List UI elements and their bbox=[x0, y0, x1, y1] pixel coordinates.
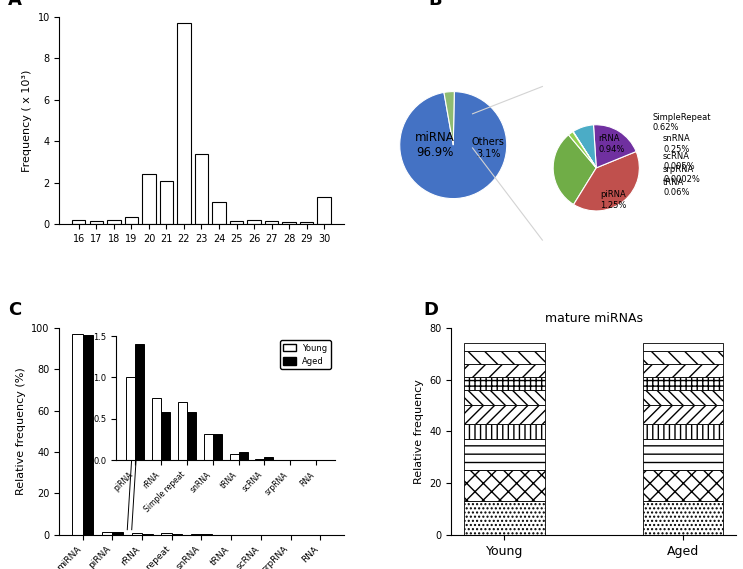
Bar bbox=[108, 220, 120, 224]
Text: D: D bbox=[423, 302, 438, 319]
Bar bbox=[172, 534, 182, 535]
Bar bbox=[178, 23, 190, 224]
Bar bbox=[195, 154, 208, 224]
Text: B: B bbox=[429, 0, 442, 9]
Bar bbox=[643, 501, 723, 535]
Text: piRNA
1.25%: piRNA 1.25% bbox=[600, 191, 627, 210]
Wedge shape bbox=[573, 132, 596, 168]
Text: tRNA
0.06%: tRNA 0.06% bbox=[663, 178, 690, 197]
Bar bbox=[643, 406, 723, 423]
Bar bbox=[317, 197, 331, 224]
Bar bbox=[212, 203, 226, 224]
Title: mature miRNAs: mature miRNAs bbox=[545, 312, 643, 325]
Bar bbox=[132, 533, 142, 535]
Bar bbox=[72, 334, 82, 535]
Y-axis label: Frequency ( x 10³): Frequency ( x 10³) bbox=[22, 69, 32, 172]
Bar bbox=[464, 343, 545, 351]
Wedge shape bbox=[573, 131, 596, 168]
Bar bbox=[464, 423, 545, 439]
Bar bbox=[464, 501, 545, 535]
Bar bbox=[464, 364, 545, 377]
Bar bbox=[142, 534, 152, 535]
Y-axis label: Relative frequency (%): Relative frequency (%) bbox=[16, 368, 26, 495]
Bar bbox=[643, 343, 723, 351]
Bar bbox=[464, 390, 545, 406]
Bar bbox=[464, 351, 545, 364]
Bar bbox=[643, 377, 723, 390]
Text: Others
3.1%: Others 3.1% bbox=[472, 137, 504, 159]
Bar bbox=[230, 221, 243, 224]
Bar bbox=[464, 406, 545, 423]
Text: A: A bbox=[8, 0, 22, 9]
Wedge shape bbox=[594, 125, 636, 168]
Text: scRNA
0.005%: scRNA 0.005% bbox=[663, 152, 695, 171]
Bar bbox=[90, 221, 103, 224]
Bar bbox=[72, 220, 85, 224]
Wedge shape bbox=[574, 151, 639, 211]
Bar bbox=[643, 470, 723, 501]
Bar bbox=[112, 532, 123, 535]
Bar bbox=[143, 175, 155, 224]
Wedge shape bbox=[444, 92, 454, 145]
Bar bbox=[464, 377, 545, 390]
Bar bbox=[161, 533, 172, 535]
Bar bbox=[82, 335, 93, 535]
Text: miRNA
96.9%: miRNA 96.9% bbox=[415, 131, 455, 159]
Bar bbox=[643, 364, 723, 377]
Bar bbox=[265, 221, 278, 224]
Bar bbox=[643, 439, 723, 470]
Bar bbox=[464, 439, 545, 470]
Wedge shape bbox=[554, 135, 596, 204]
Bar bbox=[643, 390, 723, 406]
Bar bbox=[643, 351, 723, 364]
Text: srpRNA
0.0002%: srpRNA 0.0002% bbox=[663, 164, 700, 184]
Bar bbox=[191, 534, 201, 535]
Bar bbox=[125, 217, 138, 224]
Text: snRNA
0.25%: snRNA 0.25% bbox=[663, 134, 691, 154]
Bar bbox=[160, 181, 173, 224]
Bar bbox=[102, 532, 112, 535]
Wedge shape bbox=[568, 132, 596, 168]
Wedge shape bbox=[400, 92, 507, 199]
Y-axis label: Relative frequency: Relative frequency bbox=[414, 379, 424, 484]
Bar bbox=[643, 423, 723, 439]
Text: SimpleRepeat
0.62%: SimpleRepeat 0.62% bbox=[652, 113, 711, 133]
Bar bbox=[282, 222, 296, 224]
Bar bbox=[201, 534, 212, 535]
Bar bbox=[464, 470, 545, 501]
Wedge shape bbox=[573, 125, 596, 168]
Text: C: C bbox=[8, 302, 22, 319]
Text: rRNA
0.94%: rRNA 0.94% bbox=[598, 134, 625, 154]
Bar bbox=[247, 220, 261, 224]
Bar bbox=[300, 222, 313, 224]
